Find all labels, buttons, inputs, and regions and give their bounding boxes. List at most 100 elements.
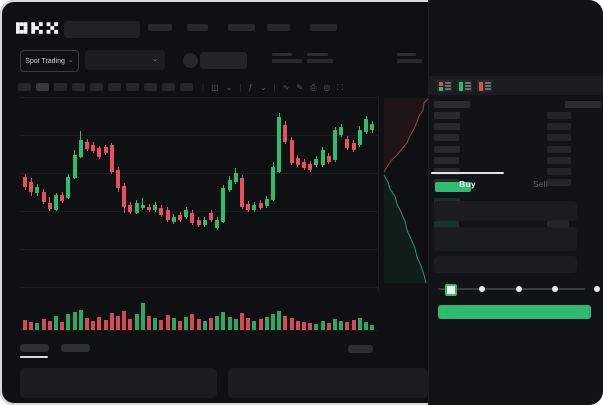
depth-chart	[383, 97, 430, 284]
candle-body	[370, 124, 375, 130]
book-both-icon[interactable]	[437, 80, 452, 92]
toolbar-button-1[interactable]	[18, 83, 31, 91]
candle-body	[147, 207, 151, 210]
volume-bar	[364, 322, 368, 330]
book-both-glyph	[439, 81, 443, 91]
settings-icon[interactable]: ◎	[323, 82, 331, 92]
candlestick-chart[interactable]	[20, 95, 378, 291]
buy-submit-button[interactable]	[438, 305, 591, 319]
draw-icon[interactable]: ✎	[296, 82, 304, 92]
trade-input-2[interactable]	[434, 227, 577, 251]
pair-selector-dropdown[interactable]: ⌄	[85, 50, 165, 70]
volume-bar	[184, 317, 189, 330]
account-button[interactable]	[200, 52, 247, 69]
candle-wick	[142, 198, 144, 210]
volume-bar	[320, 321, 325, 330]
ask-row[interactable]	[429, 168, 603, 176]
ask-row[interactable]	[429, 123, 603, 131]
wave-tool-icon[interactable]: ∿	[282, 82, 290, 92]
volume-bar	[78, 310, 83, 330]
gridline	[20, 173, 378, 174]
toolbar-button-10[interactable]	[180, 83, 193, 91]
gridline	[20, 211, 378, 212]
trade-input-3[interactable]	[434, 256, 577, 273]
slider-dot[interactable]	[594, 286, 600, 292]
bottom-tab-1[interactable]	[20, 344, 49, 352]
chevron-down-icon[interactable]: ⌄	[259, 82, 267, 92]
camera-icon[interactable]: ⎙	[310, 82, 317, 92]
candle-body	[264, 199, 269, 206]
indicators-icon[interactable]: ƒ	[248, 82, 253, 92]
ask-row[interactable]	[429, 134, 603, 142]
volume-bar	[171, 318, 176, 330]
candle-body	[277, 117, 282, 172]
buy-tab-indicator	[431, 172, 504, 174]
volume-bar	[60, 322, 65, 330]
candle-body	[35, 187, 40, 193]
candle-body	[153, 205, 158, 210]
candle-body	[364, 119, 368, 132]
volume-bar	[109, 313, 114, 330]
separator: |	[239, 82, 242, 92]
slider-dot[interactable]	[479, 286, 485, 292]
volume-bar	[97, 317, 102, 330]
last-price-bar[interactable]	[435, 182, 471, 192]
okx-logo-glyph	[16, 22, 58, 34]
candle-type-icon[interactable]: ◫	[211, 82, 219, 92]
candle-body	[159, 208, 164, 215]
volume-bar	[178, 321, 182, 330]
avatar[interactable]	[183, 53, 198, 68]
volume-bar	[147, 316, 151, 330]
slider-handle[interactable]	[445, 284, 457, 296]
volume-bar	[140, 303, 145, 330]
volume-bar	[345, 322, 350, 330]
bottom-right-pill[interactable]	[348, 345, 373, 353]
book-bids-icon[interactable]	[457, 80, 472, 92]
nav-item-1[interactable]	[148, 24, 172, 31]
book-asks-icon[interactable]	[477, 80, 492, 92]
toolbar-button-3[interactable]	[54, 83, 67, 91]
nav-item-4[interactable]	[267, 24, 290, 31]
ask-price-bar	[434, 112, 460, 119]
volume-bar	[23, 320, 27, 330]
toolbar-button-6[interactable]	[108, 83, 121, 91]
volume-bar	[91, 321, 96, 330]
volume-bar	[326, 323, 331, 330]
search-input[interactable]	[64, 21, 140, 38]
toolbar-button-7[interactable]	[126, 83, 139, 91]
candle-body	[221, 188, 226, 222]
volume-bar	[339, 321, 344, 330]
volume-bar	[370, 325, 375, 330]
toolbar-button-4[interactable]	[72, 83, 85, 91]
book-bids-glyph	[459, 81, 463, 91]
volume-bar	[47, 321, 52, 330]
nav-item-5[interactable]	[310, 24, 337, 31]
tab-buy[interactable]: Buy	[459, 179, 476, 189]
volume-bar	[258, 319, 263, 330]
slider-dot[interactable]	[516, 286, 522, 292]
tab-sell[interactable]: Sell	[533, 179, 548, 189]
bottom-tab-2[interactable]	[61, 344, 90, 352]
amount-slider[interactable]	[438, 284, 600, 296]
toolbar-button-8[interactable]	[144, 83, 157, 91]
toolbar-button-5[interactable]	[90, 83, 103, 91]
chevron-down-icon[interactable]: ⌄	[225, 82, 233, 92]
ask-row[interactable]	[429, 156, 603, 165]
market-type-dropdown[interactable]: Spot Trading ⌄	[20, 50, 79, 72]
bid-price-bar	[434, 221, 459, 228]
ask-amount-bar	[547, 145, 571, 153]
candle-body	[178, 215, 182, 220]
bid-row[interactable]	[429, 221, 603, 229]
ask-row[interactable]	[429, 145, 603, 154]
candle-body	[134, 203, 139, 213]
toolbar-button-2[interactable]	[36, 83, 49, 91]
volume-bar	[283, 316, 288, 330]
fullscreen-icon[interactable]: ⛶	[337, 82, 344, 92]
slider-dot[interactable]	[552, 286, 558, 292]
ask-row[interactable]	[429, 112, 603, 120]
nav-item-3[interactable]	[228, 24, 255, 31]
trade-input-1[interactable]	[434, 201, 577, 221]
nav-item-2[interactable]	[187, 24, 208, 31]
toolbar-button-9[interactable]	[162, 83, 175, 91]
